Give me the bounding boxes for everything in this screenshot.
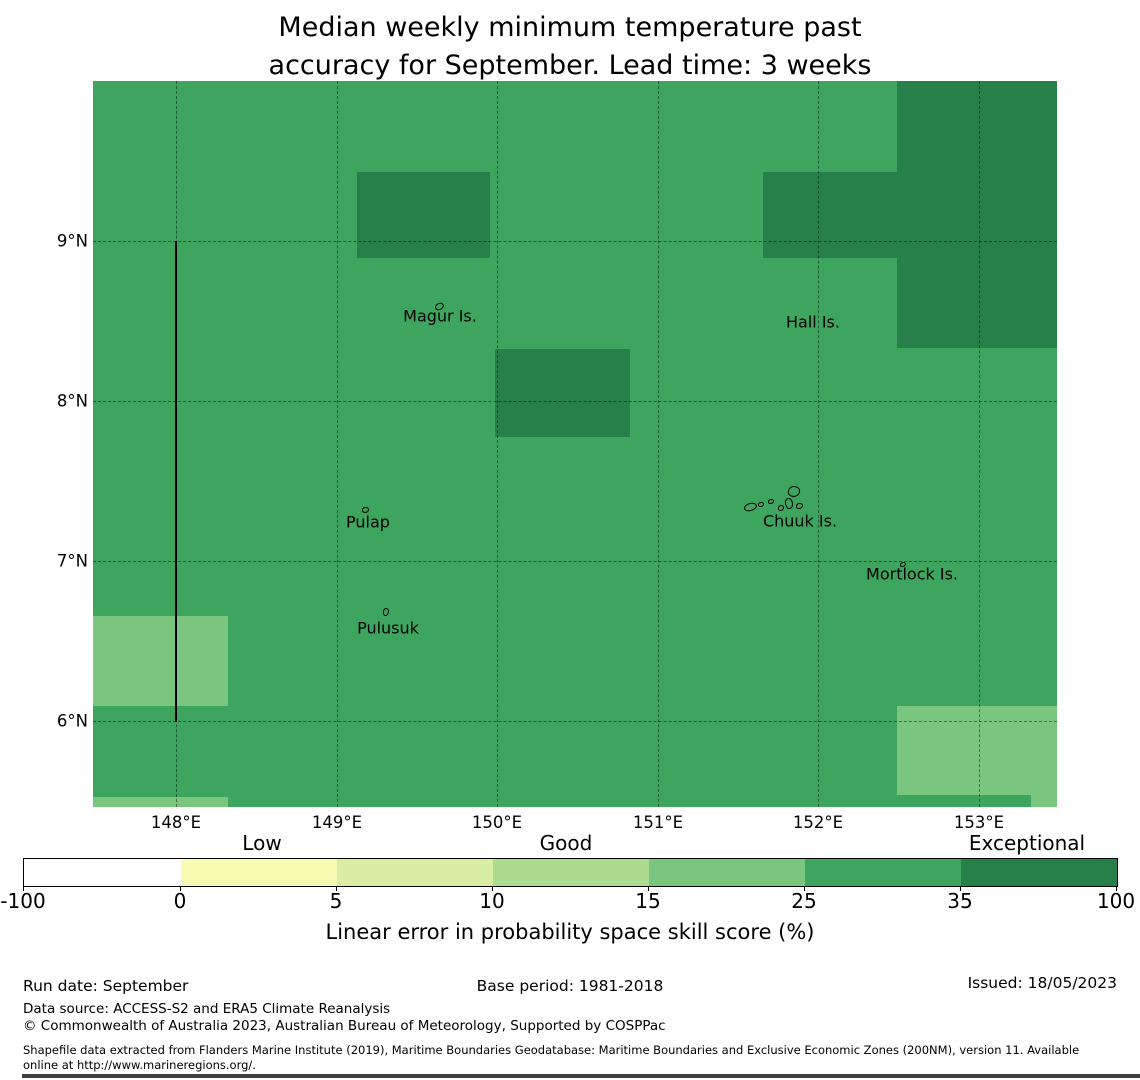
- colorbar-category-label: Exceptional: [968, 831, 1086, 855]
- y-axis-tick-label: 6°N: [56, 711, 88, 731]
- island-outline: [383, 608, 389, 616]
- shapefile-attribution-line1: Shapefile data extracted from Flanders M…: [23, 1043, 1080, 1057]
- island-label: Hall Is.: [786, 312, 840, 332]
- colorbar-segment: [181, 859, 337, 886]
- gridline-latitude: [93, 241, 1057, 242]
- colorbar-segment: [24, 859, 181, 886]
- map-cell-bin-15-25: [93, 616, 228, 706]
- colorbar-tick: [23, 886, 24, 891]
- colorbar-axis-label: Linear error in probability space skill …: [325, 920, 815, 944]
- island-outline: [778, 505, 784, 511]
- map-cell-bin-35-100: [495, 349, 630, 437]
- colorbar-tick: [960, 886, 961, 891]
- colorbar-tick-label: 100: [1096, 889, 1136, 913]
- gridline-latitude: [93, 721, 1057, 722]
- colorbar-tick: [336, 886, 337, 891]
- colorbar-tick-label: 5: [329, 889, 343, 913]
- run-date-text: Run date: September: [23, 977, 189, 995]
- y-axis-tick-label: 8°N: [56, 391, 88, 411]
- colorbar-segment: [649, 859, 805, 886]
- colorbar-category-label: Low: [242, 831, 282, 855]
- colorbar-segment: [493, 859, 649, 886]
- gridline-longitude: [979, 81, 980, 807]
- colorbar-tick: [648, 886, 649, 891]
- colorbar-tick-label: 15: [635, 889, 661, 913]
- colorbar-tick-label: 25: [791, 889, 817, 913]
- colorbar-tick: [804, 886, 805, 891]
- colorbar-tick: [492, 886, 493, 891]
- colorbar-tick-label: 35: [947, 889, 973, 913]
- gridline-longitude: [658, 81, 659, 807]
- chart-title-line1: Median weekly minimum temperature past: [278, 12, 862, 43]
- island-label: Chuuk Is.: [762, 511, 838, 531]
- colorbar-tick: [180, 886, 181, 891]
- chart-title: Median weekly minimum temperature past a…: [0, 9, 1140, 85]
- map-cell-bin-15-25: [897, 706, 1057, 795]
- colorbar-segment: [337, 859, 493, 886]
- colorbar-tick-label: 0: [173, 889, 187, 913]
- x-axis-tick-label: 148°E: [150, 813, 202, 832]
- island-label: Mortlock Is.: [866, 564, 958, 584]
- island-outline: [768, 499, 774, 504]
- island-outline: [900, 562, 906, 567]
- copyright-text: © Commonwealth of Australia 2023, Austra…: [23, 1018, 666, 1034]
- chart-title-line2: accuracy for September. Lead time: 3 wee…: [268, 50, 872, 81]
- colorbar-tick: [1116, 886, 1117, 891]
- colorbar-tick-label: 10: [479, 889, 505, 913]
- island-outline: [796, 503, 803, 509]
- x-axis-tick-label: 149°E: [311, 813, 363, 832]
- gridline-latitude: [93, 561, 1057, 562]
- island-label: Pulusuk: [357, 618, 419, 638]
- x-axis-tick-label: 150°E: [471, 813, 523, 832]
- gridline-longitude: [337, 81, 338, 807]
- colorbar-category-label: Good: [539, 831, 593, 855]
- x-axis-tick-label: 152°E: [792, 813, 844, 832]
- colorbar: [23, 858, 1118, 887]
- gridline-longitude: [497, 81, 498, 807]
- colorbar-segment: [805, 859, 961, 886]
- island-label: Pulap: [346, 512, 390, 532]
- map-cell-bin-15-25: [93, 797, 228, 807]
- window-edge-bar: [22, 1074, 1140, 1078]
- map-cell-bin-35-100: [897, 81, 1057, 348]
- island-label: Magur Is.: [403, 306, 477, 326]
- map-cell-bin-15-25: [1031, 795, 1057, 807]
- map-cell-bin-35-100: [357, 172, 490, 258]
- data-source-text: Data source: ACCESS-S2 and ERA5 Climate …: [23, 1001, 391, 1017]
- issued-date-text: Issued: 18/05/2023: [967, 974, 1117, 992]
- eez-boundary-line: [175, 241, 177, 722]
- base-period-text: Base period: 1981-2018: [476, 977, 664, 995]
- colorbar-segment: [961, 859, 1117, 886]
- map-cell-bin-35-100: [763, 172, 897, 258]
- map-plot: [93, 81, 1057, 807]
- shapefile-attribution-line2: online at http://www.marineregions.org/.: [23, 1058, 256, 1072]
- x-axis-tick-label: 151°E: [632, 813, 684, 832]
- x-axis-tick-label: 153°E: [953, 813, 1005, 832]
- y-axis-tick-label: 9°N: [56, 231, 88, 251]
- gridline-longitude: [818, 81, 819, 807]
- gridline-latitude: [93, 401, 1057, 402]
- island-outline: [758, 502, 764, 507]
- colorbar-tick-label: -100: [0, 889, 46, 913]
- y-axis-tick-label: 7°N: [56, 551, 88, 571]
